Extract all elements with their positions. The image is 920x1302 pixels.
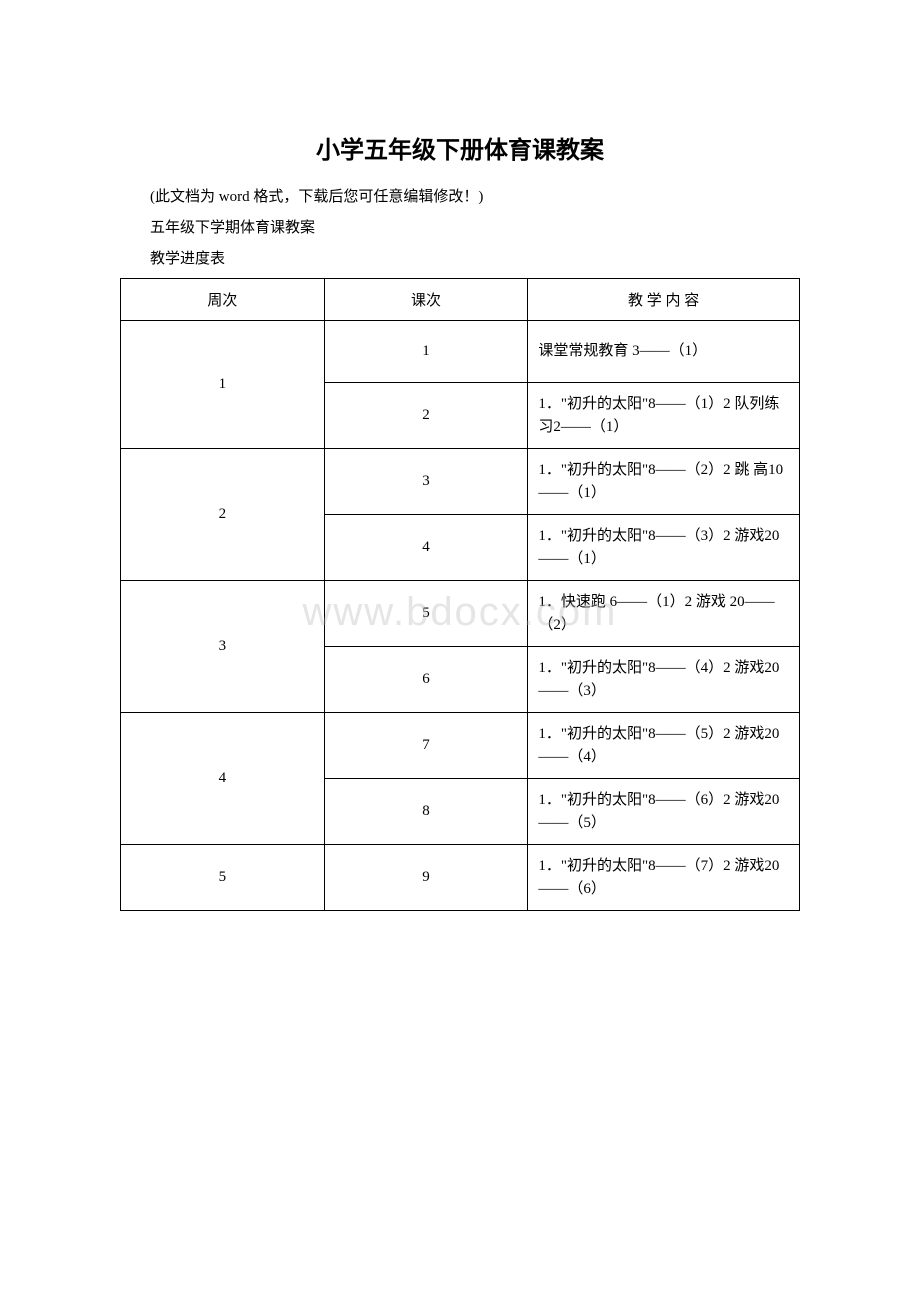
content-cell: 1．"初升的太阳"8——（7）2 游戏20——（6）: [528, 845, 800, 911]
table-row: 2 3 1．"初升的太阳"8——（2）2 跳 高10——（1）: [121, 449, 800, 515]
lesson-cell: 9: [324, 845, 528, 911]
table-row: 4 7 1．"初升的太阳"8——（5）2 游戏20——（4）: [121, 713, 800, 779]
week-cell: 2: [121, 449, 325, 581]
lesson-cell: 2: [324, 383, 528, 449]
content-cell: 课堂常规教育 3——（1）: [528, 321, 800, 383]
content-cell: 1．"初升的太阳"8——（5）2 游戏20——（4）: [528, 713, 800, 779]
content-cell: 1．"初升的太阳"8——（6）2 游戏20——（5）: [528, 779, 800, 845]
content-cell: 1．"初升的太阳"8——（2）2 跳 高10——（1）: [528, 449, 800, 515]
content-cell: 1．"初升的太阳"8——（4）2 游戏20——（3）: [528, 647, 800, 713]
content-cell: 1．"初升的太阳"8——（3）2 游戏20——（1）: [528, 515, 800, 581]
lesson-cell: 3: [324, 449, 528, 515]
content-cell: 1．快速跑 6——（1）2 游戏 20——（2）: [528, 581, 800, 647]
table-caption: 教学进度表: [120, 247, 800, 268]
lesson-cell: 5: [324, 581, 528, 647]
week-cell: 4: [121, 713, 325, 845]
table-row: 5 9 1．"初升的太阳"8——（7）2 游戏20——（6）: [121, 845, 800, 911]
lesson-cell: 6: [324, 647, 528, 713]
header-content: 教 学 内 容: [528, 279, 800, 321]
table-row: 3 5 1．快速跑 6——（1）2 游戏 20——（2）: [121, 581, 800, 647]
lesson-cell: 1: [324, 321, 528, 383]
page-title: 小学五年级下册体育课教案: [120, 130, 800, 165]
schedule-table: 周次 课次 教 学 内 容 1 1 课堂常规教育 3——（1） 2 1．"初升的…: [120, 278, 800, 911]
lesson-cell: 7: [324, 713, 528, 779]
week-cell: 3: [121, 581, 325, 713]
note-line: (此文档为 word 格式，下载后您可任意编辑修改！): [120, 185, 800, 206]
week-cell: 5: [121, 845, 325, 911]
week-cell: 1: [121, 321, 325, 449]
content-cell: 1．"初升的太阳"8——（1）2 队列练习2——（1）: [528, 383, 800, 449]
header-lesson: 课次: [324, 279, 528, 321]
lesson-cell: 8: [324, 779, 528, 845]
header-week: 周次: [121, 279, 325, 321]
table-row: 1 1 课堂常规教育 3——（1）: [121, 321, 800, 383]
table-header-row: 周次 课次 教 学 内 容: [121, 279, 800, 321]
subtitle-line: 五年级下学期体育课教案: [120, 216, 800, 237]
lesson-cell: 4: [324, 515, 528, 581]
